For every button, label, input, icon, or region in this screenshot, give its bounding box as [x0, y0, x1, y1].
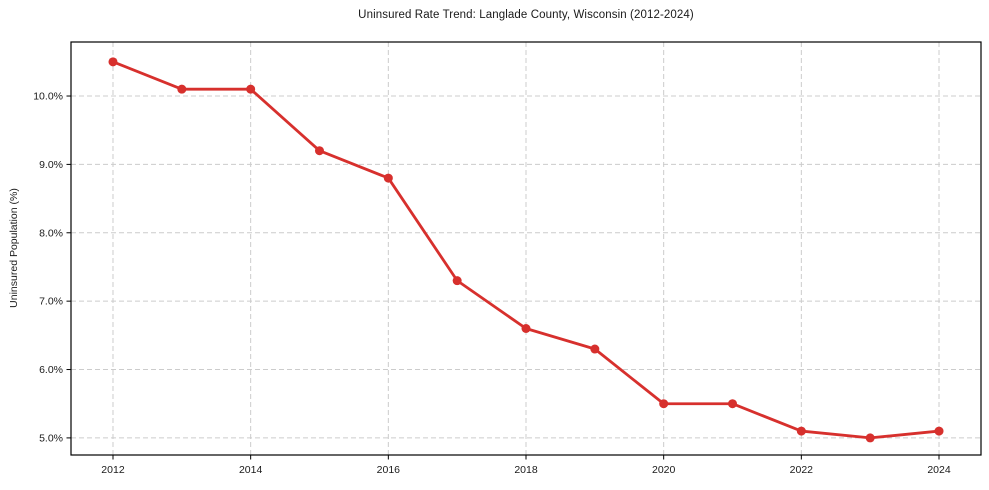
x-tick-label: 2012 — [101, 464, 125, 476]
x-tick-label: 2020 — [652, 464, 676, 476]
data-point-marker — [246, 84, 256, 94]
y-tick-label: 7.0% — [39, 296, 63, 308]
data-point-marker — [590, 344, 600, 354]
y-tick-label: 6.0% — [39, 364, 63, 376]
data-point-marker — [728, 399, 738, 409]
data-point-marker — [865, 433, 875, 443]
data-point-marker — [796, 426, 806, 436]
plot-border — [70, 41, 982, 456]
y-tick-label: 9.0% — [39, 159, 63, 171]
x-tick-label: 2018 — [514, 464, 538, 476]
y-axis-label: Uninsured Population (%) — [8, 188, 20, 308]
x-tick-label: 2022 — [790, 464, 814, 476]
data-point-marker — [659, 399, 669, 409]
y-tick-label: 5.0% — [39, 432, 63, 444]
y-tick-label: 8.0% — [39, 227, 63, 239]
data-point-marker — [521, 324, 531, 334]
data-point-marker — [383, 173, 393, 183]
data-point-marker — [314, 146, 324, 156]
data-point-marker — [452, 276, 462, 286]
data-point-marker — [108, 57, 118, 67]
chart-title: Uninsured Rate Trend: Langlade County, W… — [358, 9, 694, 21]
x-tick-label: 2014 — [239, 464, 263, 476]
y-tick-label: 10.0% — [33, 91, 63, 103]
x-tick-label: 2024 — [927, 464, 951, 476]
x-tick-label: 2016 — [377, 464, 401, 476]
data-point-marker — [934, 426, 944, 436]
data-point-marker — [177, 84, 187, 94]
